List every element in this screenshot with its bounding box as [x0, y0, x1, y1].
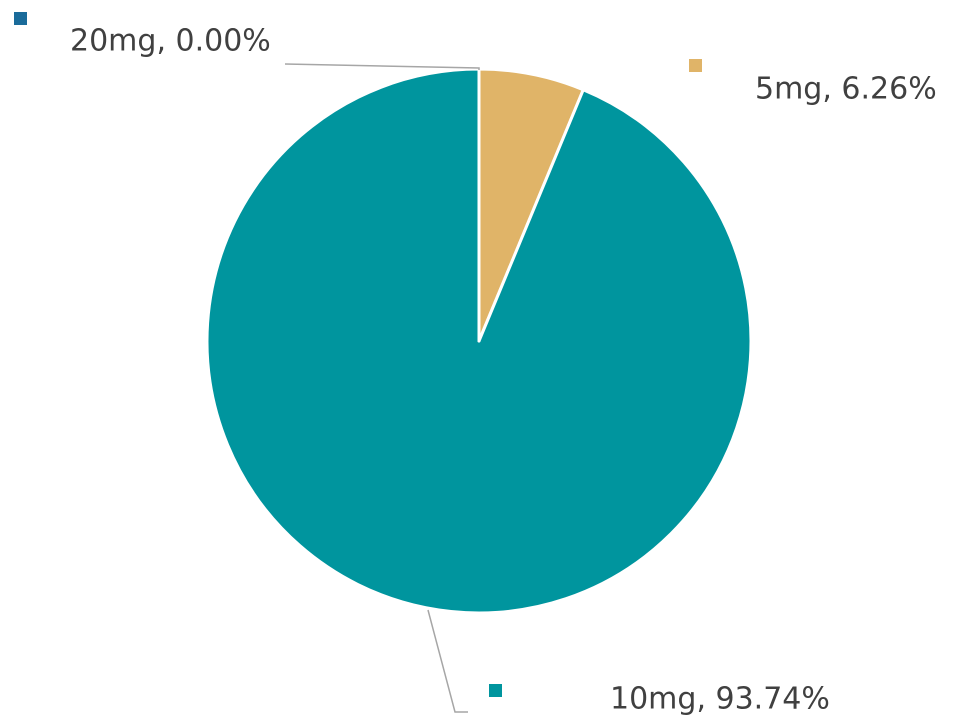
leader-line — [427, 609, 468, 713]
data-label: 20mg, 0.00% — [70, 24, 271, 59]
legend-marker — [489, 684, 502, 697]
legend-marker — [689, 59, 702, 72]
legend-marker — [14, 12, 27, 25]
data-label: 5mg, 6.26% — [755, 72, 937, 107]
data-label: 10mg, 93.74% — [610, 682, 830, 717]
leader-line — [284, 63, 480, 70]
